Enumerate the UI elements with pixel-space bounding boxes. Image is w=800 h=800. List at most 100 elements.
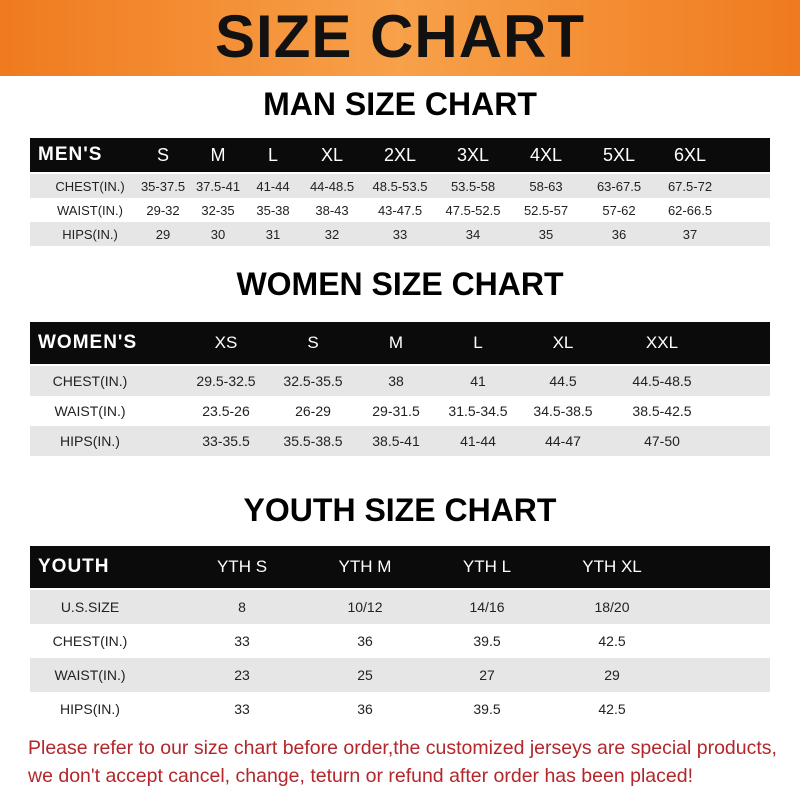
value-cell: 31.5-34.5 xyxy=(448,403,508,419)
value-cell: 44-47 xyxy=(545,433,581,449)
size-header-cell: YTH M xyxy=(338,557,392,576)
value-cell: 47.5-52.5 xyxy=(445,202,501,218)
table-row: HIPS(IN.) 33-35.5 35.5-38.5 38.5-41 41-44 44-… xyxy=(30,426,770,456)
value-cell: 35 xyxy=(538,226,554,242)
value-cell: 29 xyxy=(155,226,171,242)
value-cell: 29.5-32.5 xyxy=(196,373,256,389)
value-cell: 37.5-41 xyxy=(195,178,241,194)
value-cell: 34.5-38.5 xyxy=(533,403,593,419)
men-heading: MAN SIZE CHART xyxy=(263,86,537,122)
table-row: WAIST(IN.) 29-32 32-35 35-38 38-43 43-47.5 47.… xyxy=(30,198,770,222)
measure-label-cell: CHEST(IN.) xyxy=(55,178,125,194)
value-cell: 29-31.5 xyxy=(372,403,420,419)
value-cell: 18/20 xyxy=(594,599,630,615)
size-header-cell: YTH L xyxy=(462,557,512,576)
size-header-cell: XL xyxy=(552,333,574,352)
order-notice-line-1: Please refer to our size chart before or… xyxy=(28,737,777,759)
value-cell: 44.5 xyxy=(549,373,577,389)
value-cell: 26-29 xyxy=(295,403,331,419)
value-cell: 32 xyxy=(324,226,340,242)
value-cell: 36 xyxy=(611,226,627,242)
youth-header-row: YOUTH YTH S YTH M YTH L YTH XL xyxy=(30,546,770,588)
table-row: WAIST(IN.) 23.5-26 26-29 29-31.5 31.5-34.5 34… xyxy=(30,396,770,426)
measure-label-cell: U.S.SIZE xyxy=(60,599,120,615)
value-cell: 44-48.5 xyxy=(309,178,355,194)
value-cell: 33 xyxy=(392,226,408,242)
value-cell: 33 xyxy=(234,633,250,649)
value-cell: 35-38 xyxy=(256,202,290,218)
size-header-cell: YTH S xyxy=(216,557,268,576)
size-header-cell: M xyxy=(210,144,226,165)
size-header-cell: L xyxy=(473,333,483,352)
value-cell: 23.5-26 xyxy=(202,403,250,419)
value-cell: 41-44 xyxy=(256,178,290,194)
value-cell: 38 xyxy=(388,373,404,389)
value-cell: 39.5 xyxy=(473,701,501,717)
measure-label-cell: HIPS(IN.) xyxy=(62,226,118,242)
value-cell: 25 xyxy=(357,667,373,683)
value-cell: 33-35.5 xyxy=(202,433,250,449)
value-cell: 14/16 xyxy=(469,599,505,615)
size-header-cell: M xyxy=(388,333,404,352)
size-header-cell: 5XL xyxy=(602,144,636,165)
value-cell: 33 xyxy=(234,701,250,717)
value-cell: 41-44 xyxy=(460,433,496,449)
value-cell: 41 xyxy=(470,373,486,389)
men-header-row: MEN'S S M L XL 2XL 3XL 4XL 5XL 6XL xyxy=(30,138,770,172)
women-heading: WOMEN SIZE CHART xyxy=(236,266,564,302)
measure-label-cell: CHEST(IN.) xyxy=(52,373,128,389)
measure-label-cell: WAIST(IN.) xyxy=(54,403,126,419)
table-row: CHEST(IN.) 33 36 39.5 42.5 xyxy=(30,624,770,658)
value-cell: 58-63 xyxy=(529,178,563,194)
value-cell: 42.5 xyxy=(598,701,626,717)
value-cell: 29-32 xyxy=(146,202,180,218)
table-row: WAIST(IN.) 23 25 27 29 xyxy=(30,658,770,692)
value-cell: 37 xyxy=(682,226,698,242)
women-header-row: WOMEN'S XS S M L XL XXL xyxy=(30,322,770,364)
value-cell: 36 xyxy=(357,633,373,649)
table-title-cell: WOMEN'S xyxy=(38,332,138,353)
table-row: CHEST(IN.) 35-37.5 37.5-41 41-44 44-48.5 48.5… xyxy=(30,174,770,198)
size-header-cell: 4XL xyxy=(529,144,563,165)
value-cell: 38.5-42.5 xyxy=(632,403,692,419)
size-header-cell: 2XL xyxy=(383,144,417,165)
value-cell: 44.5-48.5 xyxy=(632,373,692,389)
value-cell: 53.5-58 xyxy=(450,178,496,194)
size-header-cell: 6XL xyxy=(673,144,707,165)
measure-label-cell: WAIST(IN.) xyxy=(54,667,126,683)
value-cell: 31 xyxy=(265,226,281,242)
value-cell: 57-62 xyxy=(602,202,636,218)
value-cell: 32.5-35.5 xyxy=(283,373,343,389)
table-row: CHEST(IN.) 29.5-32.5 32.5-35.5 38 41 44.5 44.5… xyxy=(30,366,770,396)
value-cell: 52.5-57 xyxy=(523,202,569,218)
value-cell: 63-67.5 xyxy=(596,178,642,194)
size-header-cell: XL xyxy=(320,144,344,165)
value-cell: 35-37.5 xyxy=(140,178,186,194)
value-cell: 27 xyxy=(479,667,495,683)
table-title-cell: MEN'S xyxy=(38,144,103,165)
page-title: SIZE CHART xyxy=(215,3,585,70)
measure-label-cell: HIPS(IN.) xyxy=(60,433,120,449)
value-cell: 35.5-38.5 xyxy=(283,433,343,449)
size-header-cell: 3XL xyxy=(456,144,490,165)
size-header-cell: L xyxy=(267,144,278,165)
value-cell: 8 xyxy=(238,599,246,615)
value-cell: 43-47.5 xyxy=(377,202,423,218)
value-cell: 34 xyxy=(465,226,481,242)
value-cell: 62-66.5 xyxy=(667,202,713,218)
order-notice-line-2: we don't accept cancel, change, teturn o… xyxy=(28,765,693,787)
value-cell: 29 xyxy=(604,667,620,683)
size-header-cell: XXL xyxy=(645,333,679,352)
size-header-cell: S xyxy=(156,144,169,165)
measure-label-cell: WAIST(IN.) xyxy=(57,202,123,218)
measure-label-cell: CHEST(IN.) xyxy=(52,633,128,649)
value-cell: 38-43 xyxy=(315,202,349,218)
table-row: U.S.SIZE 8 10/12 14/16 18/20 xyxy=(30,590,770,624)
table-title-cell: YOUTH xyxy=(38,556,110,577)
value-cell: 39.5 xyxy=(473,633,501,649)
table-row: HIPS(IN.) 29 30 31 32 33 34 35 36 37 xyxy=(30,222,770,246)
value-cell: 23 xyxy=(234,667,250,683)
value-cell: 48.5-53.5 xyxy=(372,178,428,194)
size-header-cell: S xyxy=(307,333,319,352)
measure-label-cell: HIPS(IN.) xyxy=(60,701,120,717)
